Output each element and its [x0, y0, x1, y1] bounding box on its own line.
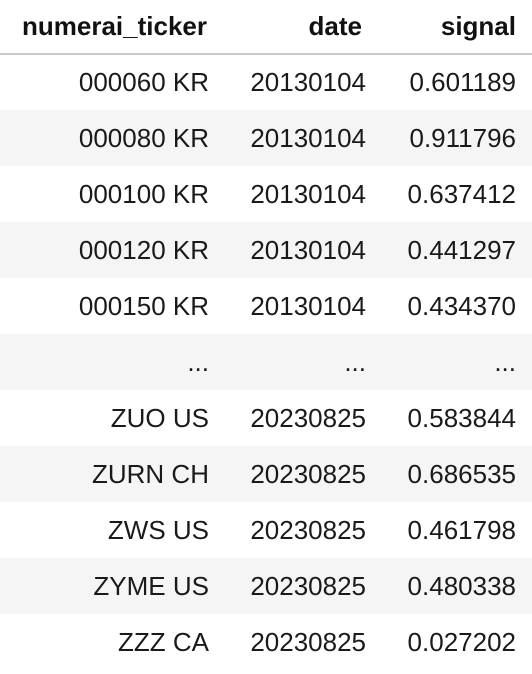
signal-cell: 0.434370 [407, 290, 516, 321]
signal-cell: 0.911796 [409, 122, 516, 153]
ticker-cell: 000120 KR [78, 234, 209, 265]
ticker-cell: 000060 KR [78, 67, 209, 97]
date-cell: 20130104 [250, 67, 366, 97]
table-row: 000060 KR 20130104 0.601189 [0, 54, 532, 110]
column-header-signal: signal [440, 11, 516, 41]
date-cell: 20130104 [250, 290, 366, 321]
table-row: 000150 KR 20130104 0.434370 [0, 278, 532, 334]
date-cell: 20230825 [250, 570, 366, 601]
table-row: ZYME US 20230825 0.480338 [0, 558, 532, 614]
date-cell: 20230825 [250, 402, 366, 433]
signal-cell: 0.686535 [407, 458, 516, 489]
date-cell: 20230825 [250, 626, 366, 657]
ticker-cell: ZUO US [110, 402, 209, 433]
signal-cell: 0.583844 [407, 402, 516, 433]
ticker-cell: ZWS US [107, 514, 209, 545]
date-cell: 20130104 [250, 122, 366, 153]
table-row: ZZZ CA 20230825 0.027202 [0, 614, 532, 670]
header-row: numerai_ticker date signal [0, 0, 532, 54]
ticker-cell: ZURN CH [92, 458, 209, 489]
table-row: 000120 KR 20130104 0.441297 [0, 222, 532, 278]
signal-cell: 0.441297 [407, 234, 516, 265]
table-row: ZUO US 20230825 0.583844 [0, 390, 532, 446]
date-cell: 20230825 [250, 514, 366, 545]
ellipsis-cell: ... [187, 346, 209, 377]
signal-cell: 0.461798 [407, 514, 516, 545]
column-header-numerai-ticker: numerai_ticker [22, 11, 207, 41]
table-row: 000080 KR 20130104 0.911796 [0, 110, 532, 166]
table-row: ZWS US 20230825 0.461798 [0, 502, 532, 558]
ticker-cell: ZYME US [93, 570, 209, 601]
signal-cell: 0.601189 [409, 67, 516, 97]
signal-cell: 0.480338 [407, 570, 516, 601]
table-row: 000100 KR 20130104 0.637412 [0, 166, 532, 222]
ticker-cell: 000100 KR [78, 178, 209, 209]
date-cell: 20130104 [250, 234, 366, 265]
ticker-cell: 000150 KR [78, 290, 209, 321]
ticker-cell: 000080 KR [78, 122, 209, 153]
signal-cell: 0.027202 [407, 626, 516, 657]
ellipsis-row: ... ... ... [0, 334, 532, 390]
ticker-cell: ZZZ CA [118, 626, 209, 657]
table-row: ZURN CH 20230825 0.686535 [0, 446, 532, 502]
column-header-date: date [308, 11, 362, 41]
table-header: numerai_ticker date signal [0, 0, 532, 54]
ellipsis-cell: ... [494, 346, 516, 377]
table-body: 000060 KR 20130104 0.601189 000080 KR 20… [0, 54, 532, 670]
signal-cell: 0.637412 [407, 178, 516, 209]
date-cell: 20230825 [250, 458, 366, 489]
ellipsis-cell: ... [344, 346, 366, 377]
date-cell: 20130104 [250, 178, 366, 209]
